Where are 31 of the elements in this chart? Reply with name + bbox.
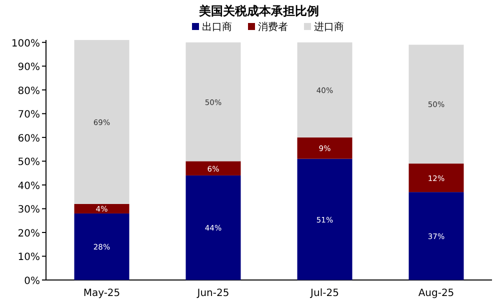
x-tick-label: Jul-25	[310, 288, 339, 299]
x-tick-label: Jun-25	[196, 288, 230, 299]
bar	[297, 42, 352, 138]
y-tick-label: 70%	[18, 110, 40, 121]
y-tick-label: 20%	[18, 228, 40, 240]
bar	[297, 137, 352, 159]
y-tick-label: 100%	[11, 38, 40, 50]
bar	[297, 158, 352, 280]
y-tick-label: 60%	[18, 133, 40, 144]
bar	[74, 213, 130, 280]
y-tick-label: 50%	[18, 157, 40, 168]
y-tick-label: 80%	[18, 86, 40, 97]
bar	[186, 161, 241, 176]
x-tick-label: May-25	[83, 288, 120, 299]
legend-label: 出口商	[202, 21, 232, 33]
bar	[186, 175, 241, 280]
y-tick-label: 90%	[18, 62, 40, 74]
chart-title: 美国关税成本承担比例	[198, 4, 319, 18]
x-tick-label: Aug-25	[418, 288, 454, 299]
bar	[74, 204, 130, 214]
bar	[74, 40, 130, 204]
bar	[408, 192, 464, 280]
bar	[408, 44, 464, 164]
y-tick-label: 0%	[24, 276, 40, 287]
bar	[186, 42, 241, 162]
legend-label: 进口商	[314, 21, 344, 33]
y-tick-label: 30%	[18, 204, 40, 216]
bar	[408, 164, 464, 192]
legend-label: 消费者	[258, 21, 288, 33]
y-tick-label: 10%	[18, 252, 40, 264]
y-tick-label: 40%	[18, 180, 40, 192]
